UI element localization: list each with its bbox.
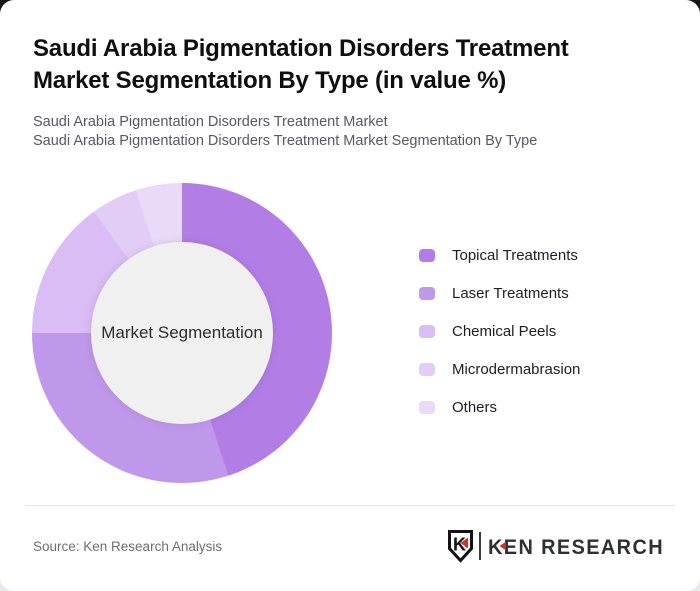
- donut-hole: Market Segmentation: [91, 242, 273, 424]
- legend-label: Chemical Peels: [452, 322, 557, 340]
- legend-label: Microdermabrasion: [452, 360, 581, 378]
- legend-label: Topical Treatments: [452, 246, 578, 264]
- legend-label: Others: [452, 398, 498, 416]
- legend-swatch: [419, 400, 435, 414]
- logo-divider: [479, 532, 481, 560]
- legend-item: Chemical Peels: [419, 322, 580, 340]
- shield-red-triangle: [460, 537, 468, 549]
- chart-legend: Topical Treatments Laser Treatments Chemic…: [419, 246, 580, 436]
- chart-subtitles: Saudi Arabia Pigmentation Disorders Trea…: [33, 113, 537, 151]
- subtitle-line-2: Saudi Arabia Pigmentation Disorders Trea…: [33, 133, 538, 149]
- legend-label: Laser Treatments: [452, 284, 569, 302]
- legend-item: Microdermabrasion: [419, 360, 580, 378]
- legend-swatch: [419, 362, 435, 376]
- legend-item: Others: [419, 398, 580, 416]
- ken-research-shield-icon: K: [448, 530, 473, 563]
- legend-swatch: [419, 286, 435, 300]
- donut-chart: Market Segmentation: [32, 183, 332, 483]
- footer-divider: [25, 505, 675, 506]
- logo-wordmark: KEN RESEARCH: [488, 535, 664, 559]
- svg-text:K: K: [453, 535, 466, 555]
- source-text: Source: Ken Research Analysis: [33, 539, 223, 554]
- chart-title: Saudi Arabia Pigmentation Disorders Trea…: [33, 35, 569, 94]
- legend-item: Laser Treatments: [419, 284, 580, 302]
- ken-research-logo: K KEN RESEARCH: [448, 530, 664, 563]
- legend-item: Topical Treatments: [419, 246, 580, 264]
- legend-swatch: [419, 324, 435, 338]
- legend-swatch: [419, 248, 435, 262]
- donut-center-label: Market Segmentation: [101, 323, 263, 342]
- subtitle-line-1: Saudi Arabia Pigmentation Disorders Trea…: [33, 114, 388, 130]
- wordmark-red-triangle: [499, 541, 506, 551]
